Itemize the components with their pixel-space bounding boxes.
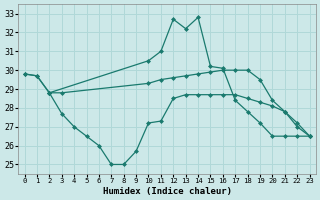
X-axis label: Humidex (Indice chaleur): Humidex (Indice chaleur) (103, 187, 232, 196)
